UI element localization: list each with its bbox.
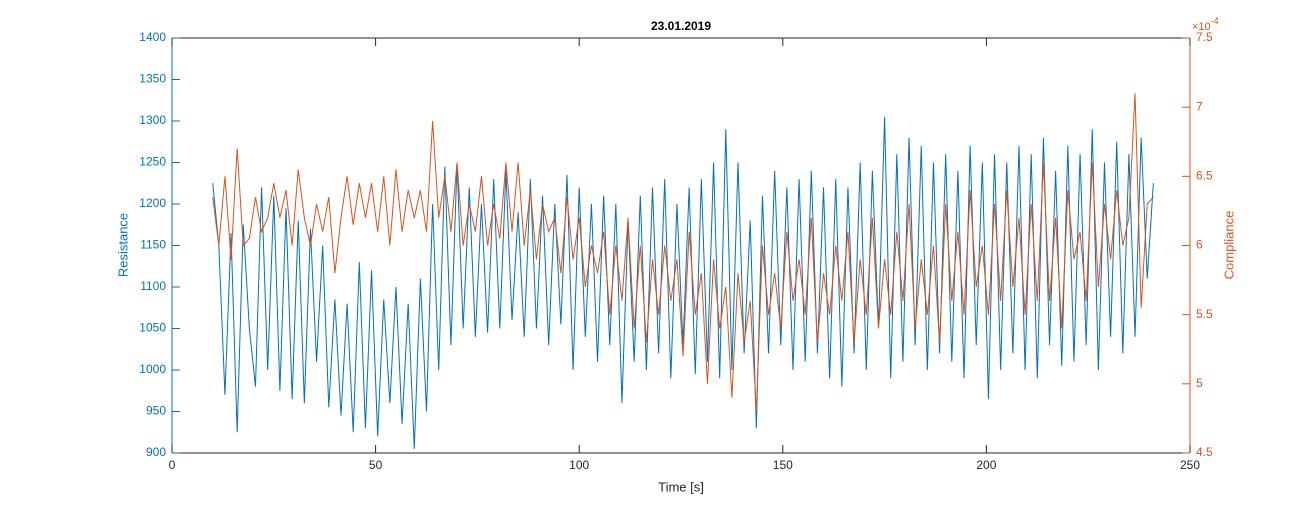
plot-area	[172, 38, 1190, 453]
x-axis-label: Time [s]	[658, 479, 704, 494]
x-tick-label: 150	[773, 458, 793, 472]
y2-tick-label: 7	[1196, 99, 1203, 113]
y-tick-label: 1400	[139, 30, 166, 44]
y2-tick-label: 4.5	[1196, 445, 1213, 459]
y2-tick-label: 5.5	[1196, 307, 1213, 321]
x-tick-label: 0	[169, 458, 176, 472]
multiplier-exponent: -4	[1211, 16, 1219, 26]
y-tick-label: 1150	[140, 238, 166, 252]
y-tick-label: 900	[146, 445, 166, 459]
y2-tick-label: 6.5	[1196, 169, 1213, 183]
data-line	[212, 116, 1154, 449]
y-tick-label: 1350	[139, 72, 166, 86]
y-tick-label: 1200	[139, 196, 166, 210]
y-tick-label: 1300	[139, 113, 166, 127]
y-tick-label: 950	[146, 404, 166, 418]
x-tick-label: 200	[976, 458, 996, 472]
y2-tick-label: 7.5	[1196, 30, 1213, 44]
y2-multiplier: ×10-4	[1192, 16, 1219, 33]
y-tick-label: 1000	[139, 362, 166, 376]
y2-axis-label: Compliance	[1221, 211, 1236, 280]
y2-tick-label: 6	[1196, 238, 1203, 252]
x-tick-label: 50	[369, 458, 383, 472]
y2-tick-label: 5	[1196, 376, 1203, 390]
y-tick-label: 1050	[139, 321, 166, 335]
multiplier-base: ×10	[1192, 21, 1211, 33]
x-tick-label: 250	[1180, 458, 1200, 472]
x-tick-label: 100	[569, 458, 589, 472]
y-axis-label: Resistance	[115, 213, 130, 277]
y-tick-label: 1100	[140, 279, 166, 293]
y-tick-label: 1250	[139, 155, 166, 169]
chart-title: 23.01.2019	[651, 19, 711, 33]
data-line	[212, 93, 1154, 412]
